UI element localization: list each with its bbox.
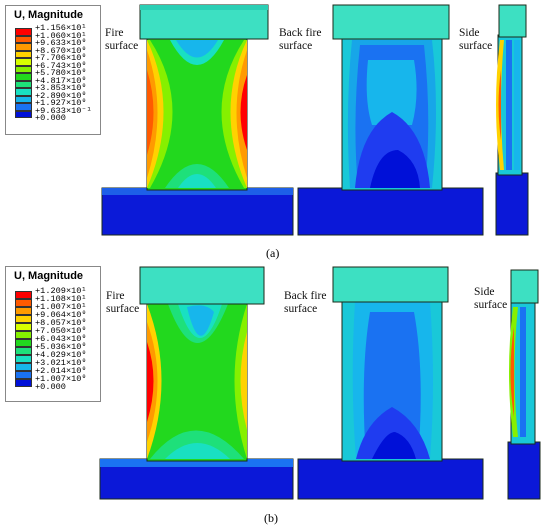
legend-tick: +9.633×10⁻¹ xyxy=(35,105,92,116)
legend-title: U, Magnitude xyxy=(14,270,84,282)
color-swatch xyxy=(15,355,32,363)
legend-tick: +4.029×10⁰ xyxy=(35,350,87,360)
back-fire-surface-model xyxy=(297,4,484,236)
color-swatch xyxy=(15,347,32,355)
color-swatch xyxy=(15,307,32,315)
view-label-fire-surface: Fire surface xyxy=(106,290,140,315)
color-swatch xyxy=(15,43,32,51)
view-label-side-surface: Side surface xyxy=(459,27,493,52)
color-swatch xyxy=(15,50,32,58)
color-swatch xyxy=(15,28,32,36)
legend-tick: +0.000 xyxy=(35,113,66,123)
side-surface-model xyxy=(507,269,541,500)
color-swatch xyxy=(15,88,32,96)
color-swatch xyxy=(15,331,32,339)
legend-tick: +1.156×10¹ xyxy=(35,23,87,33)
panel-caption: (a) xyxy=(266,246,280,260)
legend-tick: +1.007×10⁰ xyxy=(35,374,87,384)
color-swatch xyxy=(15,339,32,347)
view-label-back-fire-surface: Back fire surface xyxy=(284,290,327,315)
legend-tick: +6.743×10⁰ xyxy=(35,60,87,71)
color-swatch xyxy=(15,379,32,387)
legend-tick: +4.817×10⁰ xyxy=(35,75,87,86)
legend-tick: +1.209×10¹ xyxy=(35,286,87,296)
color-swatch xyxy=(15,80,32,88)
legend-tick: +6.043×10⁰ xyxy=(35,334,87,344)
fire-surface-model xyxy=(101,4,294,236)
legend-tick: +1.108×10¹ xyxy=(35,294,87,304)
back-fire-surface-model xyxy=(297,266,484,500)
color-swatch xyxy=(15,58,32,66)
legend-tick: +8.057×10⁰ xyxy=(35,318,87,328)
legend-tick: +3.021×10⁰ xyxy=(35,358,87,368)
color-swatch xyxy=(15,35,32,43)
legend-tick: +0.000 xyxy=(35,382,66,392)
color-swatch xyxy=(15,299,32,307)
panel-a: U, Magnitude +1.156×10¹ +1.060×10¹ +9.63… xyxy=(0,0,550,262)
legend-tick: +8.670×10⁰ xyxy=(35,45,87,56)
legend-tick: +2.014×10⁰ xyxy=(35,366,87,376)
legend-tick: +3.853×10⁰ xyxy=(35,83,87,93)
fire-surface-model xyxy=(99,266,294,500)
legend-tick: +9.064×10⁰ xyxy=(35,310,87,320)
legend-a: U, Magnitude +1.156×10¹ +1.060×10¹ +9.63… xyxy=(5,5,101,135)
color-swatch xyxy=(15,291,32,299)
legend-tick: +2.890×10⁰ xyxy=(35,90,87,101)
legend-tick: +5.036×10⁰ xyxy=(35,342,87,352)
color-swatch xyxy=(15,73,32,81)
color-swatch xyxy=(15,95,32,103)
color-swatch xyxy=(15,65,32,73)
color-swatch xyxy=(15,103,32,111)
panel-caption: (b) xyxy=(264,511,278,525)
color-swatch xyxy=(15,315,32,323)
color-swatch xyxy=(15,363,32,371)
legend-b: U, Magnitude +1.209×10¹ +1.108×10¹ +1.00… xyxy=(5,266,101,402)
legend-tick: +1.007×10¹ xyxy=(35,302,87,312)
color-swatch xyxy=(15,371,32,379)
legend-tick: +5.780×10⁰ xyxy=(35,68,87,78)
side-surface-model xyxy=(495,4,529,236)
color-swatch xyxy=(15,323,32,331)
contour-plot-b xyxy=(99,266,541,500)
legend-title: U, Magnitude xyxy=(14,9,84,21)
panel-b: U, Magnitude +1.209×10¹ +1.108×10¹ +1.00… xyxy=(0,262,550,531)
color-swatch xyxy=(15,110,32,118)
legend-tick: +7.706×10⁰ xyxy=(35,53,87,63)
view-label-back-fire-surface: Back fire surface xyxy=(279,27,322,52)
legend-tick: +1.060×10¹ xyxy=(35,30,87,41)
legend-tick: +1.927×10⁰ xyxy=(35,98,87,108)
view-label-fire-surface: Fire surface xyxy=(105,27,139,52)
view-label-side-surface: Side surface xyxy=(474,286,508,311)
legend-tick: +9.633×10⁰ xyxy=(35,38,87,48)
contour-plot-a xyxy=(101,4,529,236)
legend-tick: +7.050×10⁰ xyxy=(35,326,87,336)
